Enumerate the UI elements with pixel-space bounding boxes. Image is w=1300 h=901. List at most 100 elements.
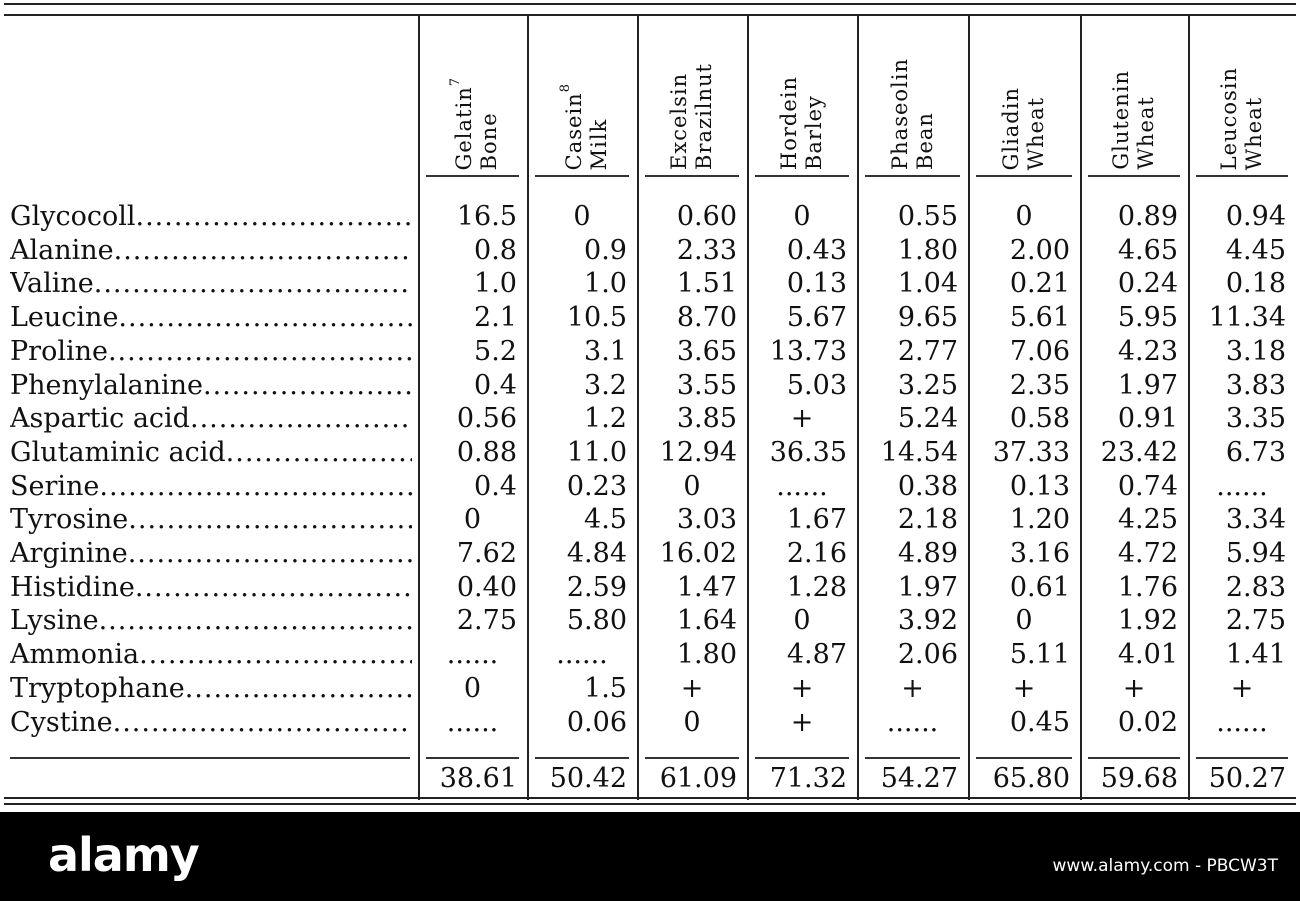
column-divider bbox=[637, 15, 639, 800]
table-row: Serine..................................… bbox=[0, 470, 1300, 504]
row-label: Glycocoll...............................… bbox=[10, 200, 412, 234]
totals-overline bbox=[10, 757, 410, 759]
amino-acid-name: Cystine bbox=[10, 706, 113, 738]
table-cell: 1.67 bbox=[786, 504, 847, 536]
protein-name: Phaseolin bbox=[887, 58, 912, 170]
column-source: Barley bbox=[802, 95, 826, 170]
row-label: Aspartic acid...........................… bbox=[10, 402, 412, 436]
footnote-marker: 8 bbox=[557, 82, 573, 92]
table-row: Histidine...............................… bbox=[0, 571, 1300, 605]
table-cell: 5.67 bbox=[786, 302, 847, 334]
table-cell: 1.80 bbox=[676, 639, 737, 671]
column-divider bbox=[527, 15, 529, 800]
column-header-text: Casein8 Milk bbox=[553, 83, 612, 170]
protein-name: Leucosin bbox=[1217, 66, 1241, 170]
table-cell: 4.45 bbox=[1225, 234, 1286, 266]
leader-dots: ........................................… bbox=[139, 639, 412, 671]
table-cell: 2.1 bbox=[474, 302, 517, 334]
table-cell: 36.35 bbox=[769, 436, 847, 468]
amino-acid-name: Leucine bbox=[10, 302, 119, 334]
table-cell: 3.35 bbox=[1225, 403, 1286, 435]
table-row: Aspartic acid...........................… bbox=[0, 402, 1300, 436]
leader-dots: ........................................… bbox=[107, 335, 412, 367]
table-cell: 0.18 bbox=[1225, 268, 1286, 300]
header-underline bbox=[976, 175, 1072, 177]
table-cell: ...... bbox=[556, 639, 608, 671]
column-divider bbox=[857, 15, 859, 800]
table-cell: 4.87 bbox=[786, 639, 847, 671]
table-cell: 4.89 bbox=[897, 538, 958, 569]
row-label: Lysine..................................… bbox=[10, 604, 412, 638]
table-row: Phenylalanine...........................… bbox=[0, 369, 1300, 403]
table-cell: 3.18 bbox=[1225, 335, 1286, 367]
table-cell: 0 bbox=[683, 470, 701, 502]
leader-dots: ........................................… bbox=[127, 538, 412, 569]
row-label: Histidine...............................… bbox=[10, 571, 412, 605]
table-cell: 23.42 bbox=[1100, 436, 1178, 468]
table-cell: 3.92 bbox=[897, 605, 958, 637]
amino-acid-name: Tryptophane bbox=[10, 672, 185, 704]
row-label: Proline.................................… bbox=[10, 335, 412, 369]
table-cell: 0.40 bbox=[456, 571, 517, 603]
column-header: Gelatin7 Bone bbox=[418, 20, 527, 170]
table-cell: 2.35 bbox=[1009, 369, 1070, 401]
bottom-rule bbox=[4, 797, 1296, 799]
column-header-text: Gliadin Wheat bbox=[999, 87, 1049, 170]
table-cell: 0.4 bbox=[474, 470, 517, 502]
table-cell: 13.73 bbox=[769, 335, 847, 367]
column-source: Wheat bbox=[1134, 96, 1158, 171]
column-divider bbox=[747, 15, 749, 800]
column-header: Phaseolin Bean bbox=[857, 20, 968, 170]
table-cell: 0.56 bbox=[456, 403, 517, 435]
table-cell: + bbox=[901, 672, 924, 704]
table-cell: 1.2 bbox=[584, 403, 627, 435]
table-cell: 5.2 bbox=[474, 335, 517, 367]
column-protein-name: Casein8 bbox=[553, 83, 587, 170]
table-cell: ...... bbox=[886, 706, 939, 738]
amino-acid-name: Phenylalanine bbox=[10, 369, 204, 401]
table-cell: 2.16 bbox=[786, 538, 847, 569]
totals-overline bbox=[755, 757, 849, 759]
table-cell: 0.4 bbox=[474, 369, 517, 401]
column-header: Excelsin Brazilnut bbox=[637, 20, 747, 170]
table-cell: 4.72 bbox=[1117, 538, 1178, 569]
row-label: Valine..................................… bbox=[10, 267, 412, 301]
alamy-logo: alamy bbox=[48, 828, 200, 882]
table-cell: 5.95 bbox=[1117, 302, 1178, 334]
leader-dots: ........................................… bbox=[99, 470, 412, 502]
table-cell: 3.85 bbox=[676, 403, 737, 435]
table-cell: ...... bbox=[1216, 706, 1268, 738]
table-cell: 1.64 bbox=[676, 605, 737, 637]
table-cell: 0 bbox=[793, 201, 811, 232]
totals-overline bbox=[865, 757, 960, 759]
watermark-bar: alamy www.alamy.com - PBCW3T bbox=[0, 812, 1300, 901]
table-cell: 37.33 bbox=[992, 436, 1070, 468]
table-cell: 0.23 bbox=[566, 470, 627, 502]
table-cell: 0.8 bbox=[474, 234, 517, 266]
total-cell: 54.27 bbox=[880, 763, 958, 794]
protein-name: Casein bbox=[561, 91, 586, 170]
table-cell: 1.5 bbox=[584, 672, 627, 704]
table-cell: 5.61 bbox=[1009, 302, 1070, 334]
table-cell: 1.28 bbox=[786, 571, 847, 603]
amino-acid-name: Proline bbox=[10, 335, 108, 367]
row-label: Glutaminic acid.........................… bbox=[10, 436, 412, 470]
table-cell: 0 bbox=[1015, 201, 1033, 232]
table-cell: ...... bbox=[446, 639, 499, 671]
table-cell: 4.23 bbox=[1117, 335, 1178, 367]
table-cell: 0.21 bbox=[1009, 268, 1070, 300]
table-cell: 2.75 bbox=[456, 605, 517, 637]
table-cell: 11.34 bbox=[1208, 302, 1286, 334]
table-row: Tryptophane.............................… bbox=[0, 672, 1300, 706]
table-cell: 5.11 bbox=[1009, 639, 1070, 671]
total-cell: 61.09 bbox=[659, 763, 737, 794]
table-cell: 2.33 bbox=[676, 234, 737, 266]
table-cell: 0.02 bbox=[1117, 706, 1178, 738]
table-cell: + bbox=[1012, 672, 1036, 704]
table-cell: ...... bbox=[1216, 470, 1268, 502]
table-cell: 3.2 bbox=[584, 369, 627, 401]
header-underline bbox=[1088, 175, 1180, 177]
table-cell: 14.54 bbox=[880, 436, 958, 468]
table-cell: 1.97 bbox=[897, 571, 958, 603]
column-header: Hordein Barley bbox=[747, 20, 857, 170]
